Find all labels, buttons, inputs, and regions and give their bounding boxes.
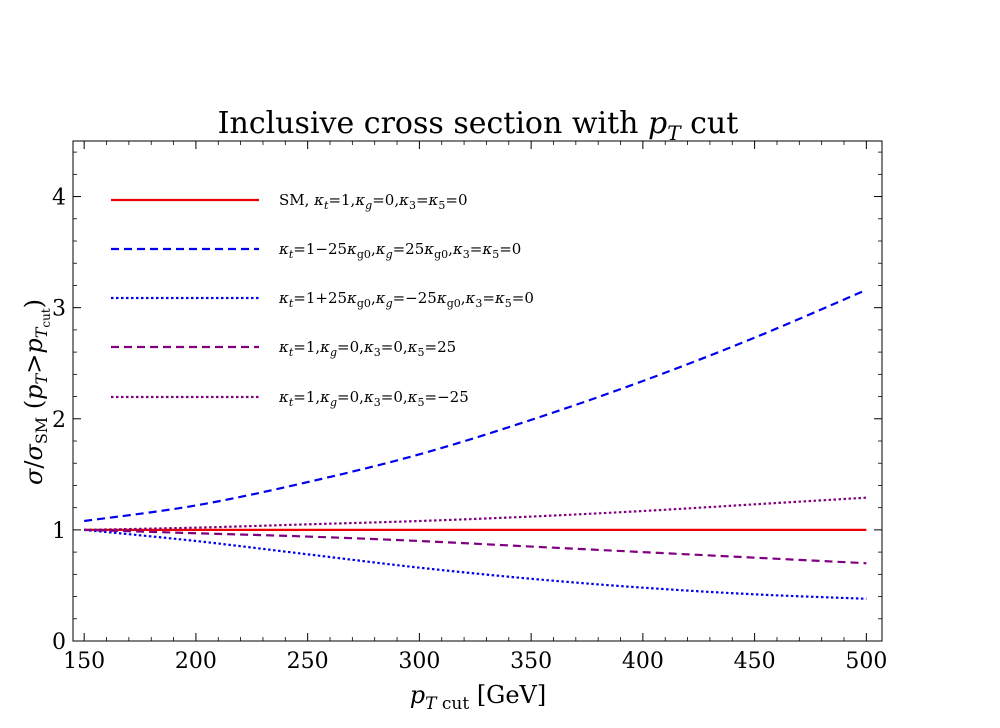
- series-line-4: [84, 528, 867, 565]
- x-tick-label: 500: [845, 649, 887, 674]
- x-tick-label: 250: [287, 649, 329, 674]
- axis-ticks: [73, 141, 882, 642]
- chart-title: Inclusive cross section with pT cut: [218, 106, 739, 145]
- legend-label-5: κt=1,κg=0,κ3=0,κ5=−25: [278, 388, 469, 409]
- y-tick-label: 0: [52, 630, 66, 655]
- series-line-3: [84, 528, 867, 600]
- x-tick-label: 300: [398, 649, 440, 674]
- x-tick-label: 450: [734, 649, 776, 674]
- legend-label-3: κt=1+25κg0,κg=−25κg0,κ3=κ5=0: [278, 289, 534, 310]
- y-tick-labels: 0 1 2 3 4: [52, 186, 66, 655]
- x-tick-labels: 150 200 250 300 350 400 450 500: [63, 649, 887, 674]
- plot-frame: [72, 140, 883, 642]
- x-tick-label: 350: [510, 649, 552, 674]
- y-tick-label: 2: [52, 408, 66, 433]
- x-axis-label: pT cut [GeV]: [410, 681, 547, 714]
- series-line-2: [84, 288, 867, 523]
- y-tick-label: 3: [52, 297, 66, 322]
- series-line-5: [84, 496, 867, 531]
- x-tick-label: 400: [622, 649, 664, 674]
- legend: SM, κt=1,κg=0,κ3=κ5=0 κt=1−25κg0,κg=25κg…: [111, 191, 534, 409]
- legend-label-2: κt=1−25κg0,κg=25κg0,κ3=κ5=0: [278, 240, 521, 261]
- series-lines: [84, 288, 867, 600]
- legend-label-1: SM, κt=1,κg=0,κ3=κ5=0: [279, 191, 468, 212]
- y-axis-label: σ/σSM (pT>pTcut): [20, 299, 53, 485]
- y-tick-label: 4: [52, 186, 66, 211]
- legend-label-4: κt=1,κg=0,κ3=0,κ5=25: [278, 338, 456, 359]
- x-tick-label: 150: [63, 649, 105, 674]
- x-tick-label: 200: [175, 649, 217, 674]
- y-tick-label: 1: [52, 519, 66, 544]
